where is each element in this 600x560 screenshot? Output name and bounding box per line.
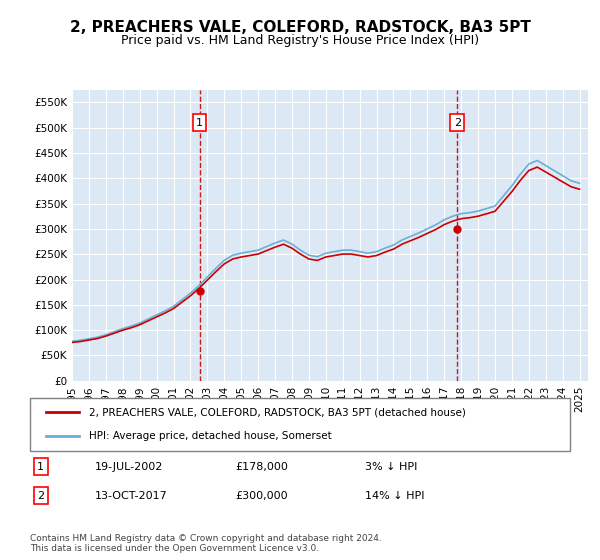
Text: 14% ↓ HPI: 14% ↓ HPI [365, 491, 424, 501]
Text: 2, PREACHERS VALE, COLEFORD, RADSTOCK, BA3 5PT: 2, PREACHERS VALE, COLEFORD, RADSTOCK, B… [70, 20, 530, 35]
Text: 2: 2 [454, 118, 461, 128]
Text: 2, PREACHERS VALE, COLEFORD, RADSTOCK, BA3 5PT (detached house): 2, PREACHERS VALE, COLEFORD, RADSTOCK, B… [89, 408, 466, 418]
Text: 13-OCT-2017: 13-OCT-2017 [95, 491, 167, 501]
Text: 3% ↓ HPI: 3% ↓ HPI [365, 461, 417, 472]
Text: £300,000: £300,000 [235, 491, 288, 501]
Text: 19-JUL-2002: 19-JUL-2002 [95, 461, 163, 472]
Text: Contains HM Land Registry data © Crown copyright and database right 2024.
This d: Contains HM Land Registry data © Crown c… [30, 534, 382, 553]
FancyBboxPatch shape [30, 398, 570, 451]
Text: 2: 2 [37, 491, 44, 501]
Text: 1: 1 [37, 461, 44, 472]
Text: Price paid vs. HM Land Registry's House Price Index (HPI): Price paid vs. HM Land Registry's House … [121, 34, 479, 46]
Text: HPI: Average price, detached house, Somerset: HPI: Average price, detached house, Some… [89, 431, 332, 441]
Text: 1: 1 [196, 118, 203, 128]
Text: £178,000: £178,000 [235, 461, 288, 472]
